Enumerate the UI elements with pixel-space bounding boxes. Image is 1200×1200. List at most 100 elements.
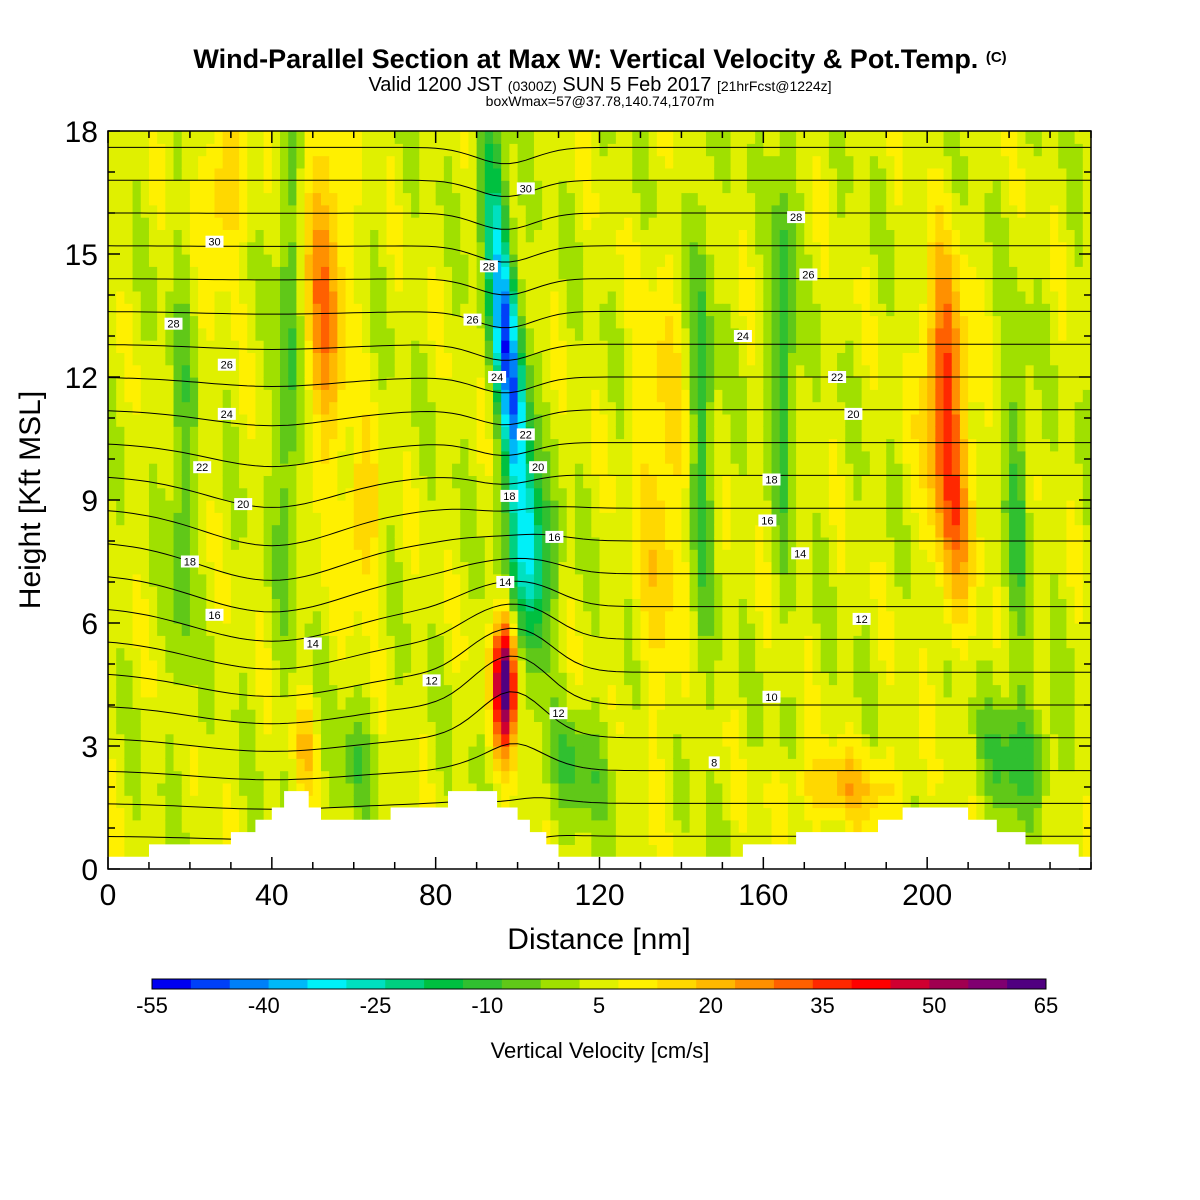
vv-cell (353, 623, 363, 636)
vv-cell (198, 167, 207, 181)
vv-cell (280, 536, 289, 550)
vv-cell (640, 536, 650, 550)
vv-cell (656, 266, 666, 280)
vv-cell (386, 241, 396, 255)
vv-cell (697, 438, 707, 452)
vv-cell (656, 819, 666, 833)
vv-cell (181, 782, 191, 796)
vv-cell (460, 327, 470, 341)
vv-cell (476, 635, 486, 649)
vv-cell (312, 266, 322, 280)
vv-cell (722, 832, 732, 845)
vv-cell (755, 782, 764, 796)
vv-cell (665, 475, 674, 489)
vv-cell (288, 426, 298, 440)
vv-cell (427, 426, 437, 440)
vv-cell (239, 463, 248, 476)
vv-cell (558, 795, 568, 809)
vv-cell (116, 610, 125, 624)
vv-cell (665, 290, 674, 304)
vv-cell (779, 143, 789, 157)
vv-cell (108, 413, 117, 427)
vv-cell (607, 709, 617, 722)
vv-cell (427, 647, 437, 661)
vv-cell (337, 647, 347, 661)
vv-cell (443, 278, 453, 292)
vv-cell (271, 204, 281, 218)
vv-cell (755, 131, 764, 144)
vv-cell (697, 782, 707, 796)
vv-cell (271, 524, 281, 538)
vv-cell (730, 623, 740, 636)
vv-cell (222, 586, 232, 599)
vv-cell (648, 377, 658, 390)
vv-cell (746, 672, 756, 686)
vv-cell (607, 204, 617, 218)
vv-cell (427, 487, 437, 501)
vv-cell (304, 782, 314, 796)
vv-cell (148, 389, 158, 403)
vv-cell (583, 586, 592, 599)
vv-cell (402, 426, 412, 440)
vv-cell (460, 623, 470, 636)
vv-cell (378, 463, 388, 476)
vv-cell (558, 598, 568, 612)
vv-cell (148, 672, 158, 686)
vv-cell (386, 733, 396, 747)
vv-cell (697, 684, 707, 698)
vv-cell (460, 524, 470, 538)
vv-cell (484, 512, 494, 526)
vv-cell (157, 327, 166, 341)
vv-cell (583, 536, 592, 550)
vv-cell (697, 536, 707, 550)
vv-cell (378, 635, 388, 649)
vv-cell (222, 721, 232, 735)
vv-cell (517, 746, 527, 759)
vv-cell (705, 217, 715, 230)
vv-cell (271, 266, 281, 280)
vv-cell (550, 254, 560, 267)
vv-cell (435, 266, 445, 280)
vv-cell (271, 623, 281, 636)
vv-cell (239, 389, 248, 403)
vv-cell (714, 438, 723, 452)
vv-cell (763, 352, 773, 366)
vv-cell (624, 438, 633, 452)
vv-cell (574, 450, 584, 464)
vv-cell (615, 782, 625, 796)
vv-cell (230, 647, 240, 661)
vv-cell (755, 832, 764, 845)
vv-cell (681, 401, 691, 415)
vv-cell (280, 770, 289, 784)
vv-cell (763, 610, 773, 624)
vv-cell (206, 795, 216, 809)
vv-cell (722, 426, 732, 440)
vv-cell (320, 278, 330, 292)
vv-cell (599, 131, 609, 144)
vv-cell (198, 795, 207, 809)
vv-cell (656, 438, 666, 452)
vv-cell (779, 819, 789, 833)
vv-cell (230, 807, 240, 821)
vv-cell (181, 143, 191, 157)
vv-cell (665, 500, 674, 513)
vv-cell (697, 610, 707, 624)
vv-cell (427, 549, 437, 563)
vv-cell (280, 217, 289, 230)
vv-cell (189, 290, 199, 304)
vv-cell (312, 524, 322, 538)
vv-cell (394, 389, 404, 403)
vv-cell (665, 377, 674, 390)
vv-cell (763, 340, 773, 353)
vv-cell (624, 795, 633, 809)
vv-cell (755, 709, 764, 722)
vv-cell (517, 389, 527, 403)
vv-cell (566, 819, 576, 833)
vv-cell (755, 672, 764, 686)
vv-cell (116, 389, 125, 403)
vv-cell (550, 549, 560, 563)
vv-cell (157, 315, 166, 329)
vv-cell (271, 377, 281, 390)
vv-cell (394, 315, 404, 329)
vv-cell (591, 426, 601, 440)
